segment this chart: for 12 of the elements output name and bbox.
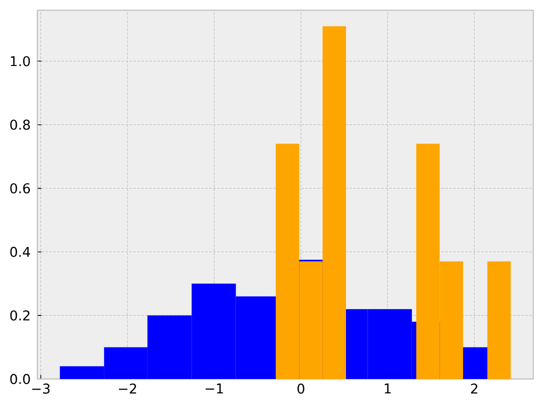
y-tick-label: 0.2 [10, 310, 30, 321]
x-tick-label: −1 [206, 384, 223, 394]
y-tick-label: 0.4 [10, 246, 30, 257]
y-tick-label: 1.0 [10, 56, 30, 66]
x-tick-label: −3 [32, 384, 50, 394]
x-tick-label: 0 [298, 384, 304, 394]
y-tick-label: 0.0 [10, 374, 30, 384]
y-tick-label: 0.6 [10, 183, 30, 194]
x-tick-label: 1 [384, 384, 391, 394]
x-tick-label: −2 [118, 384, 136, 394]
x-tick-label: 2 [471, 384, 478, 394]
y-tick-label: 0.8 [10, 120, 30, 130]
